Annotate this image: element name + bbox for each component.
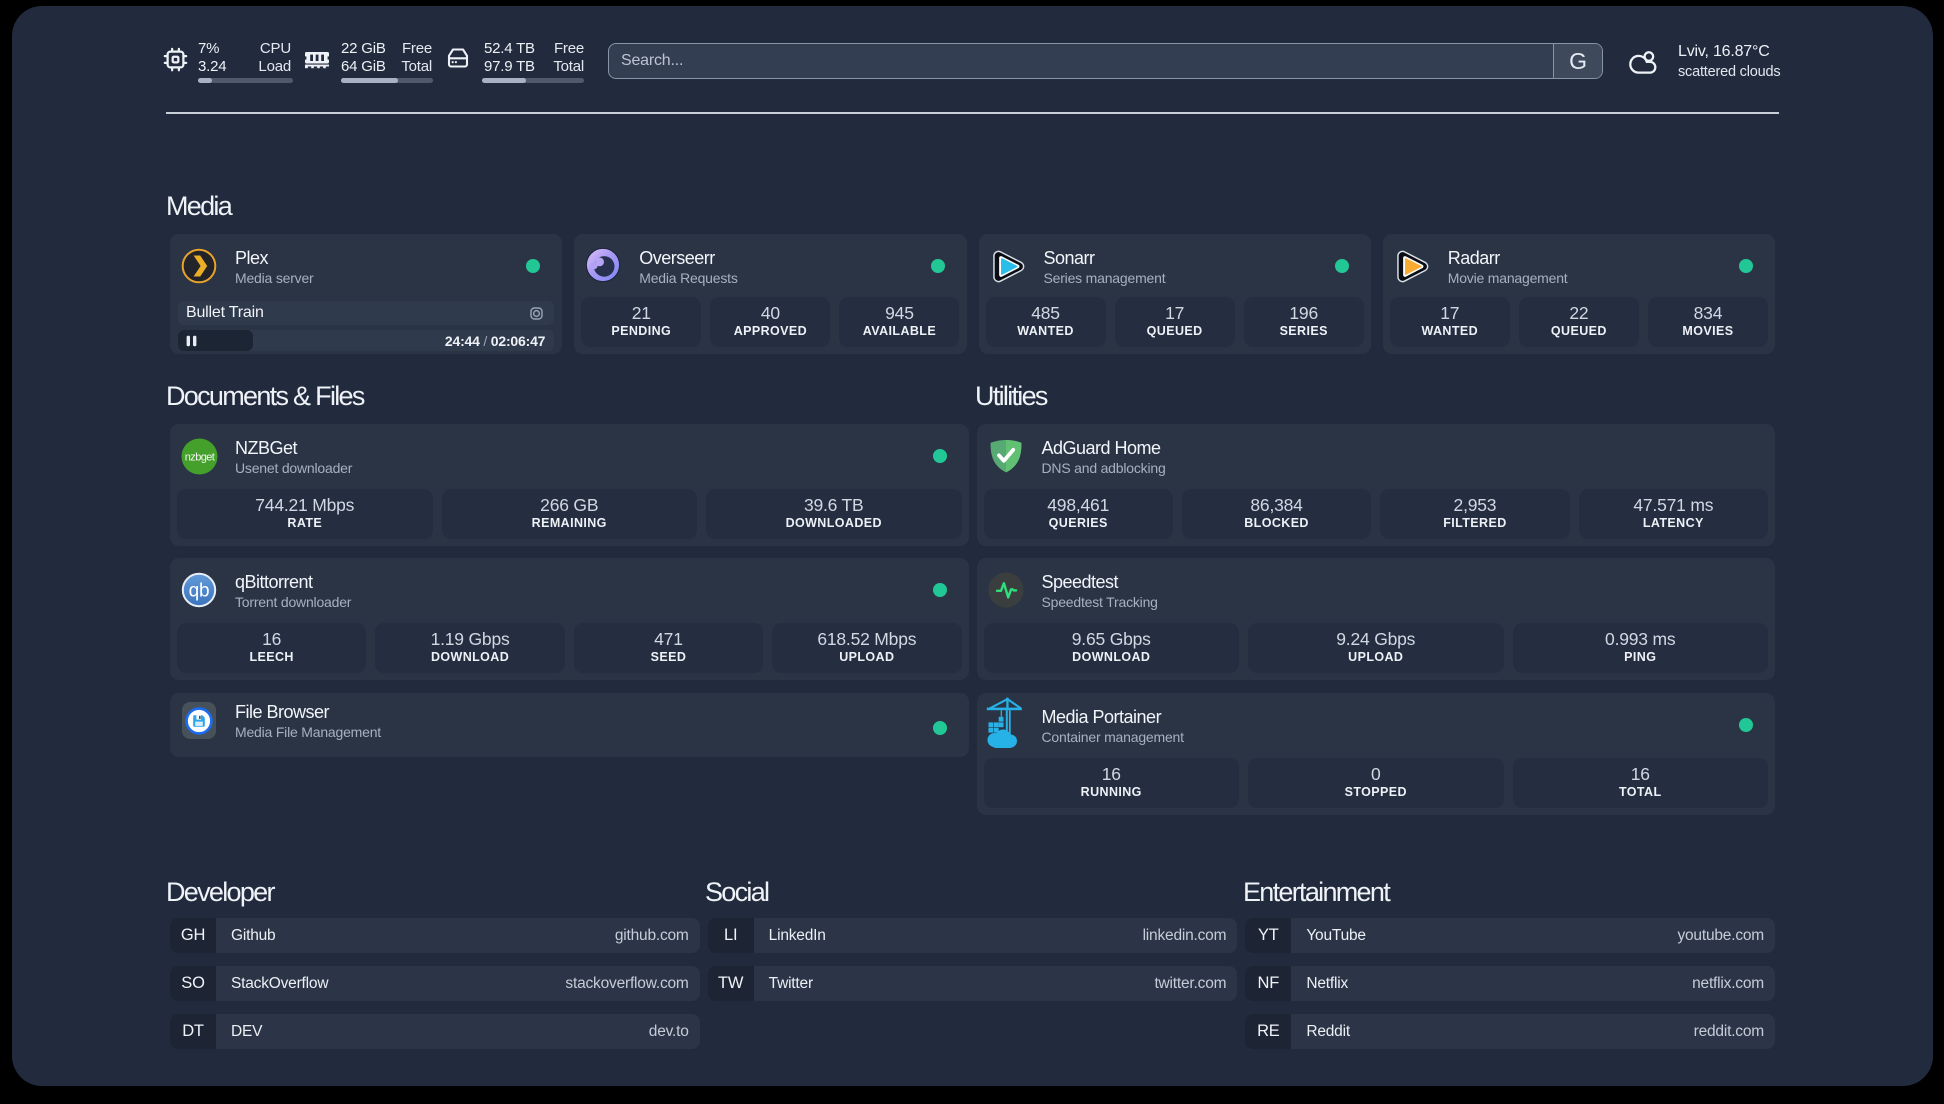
svg-text:qb: qb xyxy=(189,581,210,602)
svg-text:nzbget: nzbget xyxy=(184,451,214,463)
